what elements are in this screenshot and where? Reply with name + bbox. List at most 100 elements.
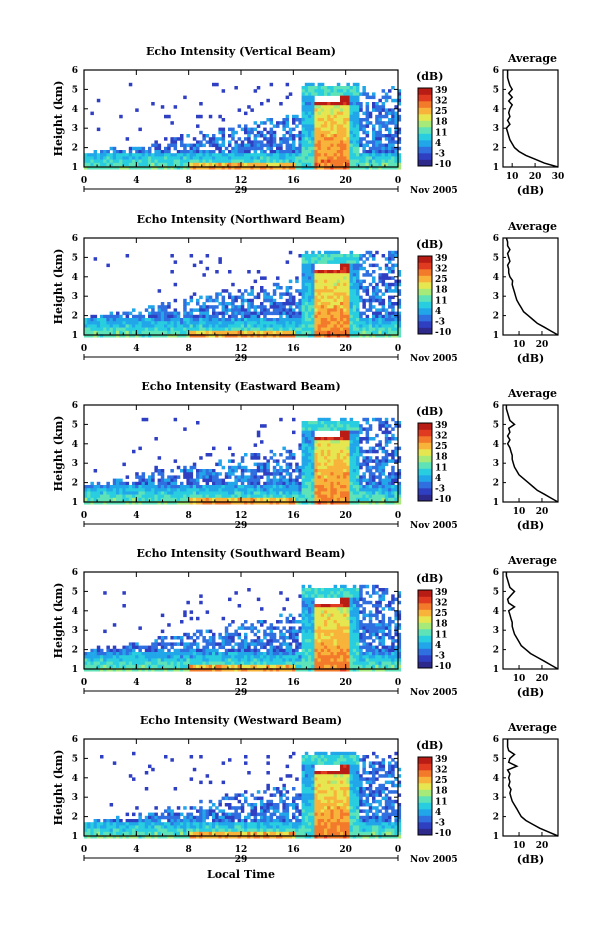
heatmap-cell <box>256 270 261 274</box>
heatmap-cell <box>362 89 366 93</box>
heatmap-cell <box>285 298 290 303</box>
heatmap-cell <box>311 111 315 116</box>
heatmap-cell <box>250 648 254 653</box>
heatmap-cell <box>295 118 299 122</box>
heatmap-cell <box>154 140 158 144</box>
heatmap-cell <box>397 327 402 332</box>
heatmap-cell <box>311 456 315 460</box>
heatmap-cell <box>154 146 158 151</box>
heatmap-cell <box>311 491 315 495</box>
heatmap-cell <box>96 330 101 335</box>
heatmap-cell <box>279 286 283 290</box>
heatmap-cell <box>282 494 286 499</box>
heatmap-cell <box>250 289 254 293</box>
heatmap-cell <box>384 475 389 479</box>
heatmap-cell <box>125 658 130 662</box>
heatmap-cell <box>244 501 248 505</box>
heatmap-cell <box>292 327 296 332</box>
heatmap-cell <box>90 494 94 499</box>
heatmap-cell <box>340 108 344 112</box>
heatmap-cell <box>157 289 162 293</box>
heatmap-cell <box>263 334 267 338</box>
heatmap-cell <box>397 108 402 112</box>
heatmap-cell <box>330 156 334 160</box>
heatmap-cell <box>340 166 344 170</box>
heatmap-cell <box>189 469 194 473</box>
heatmap-cell <box>109 156 114 160</box>
heatmap-cell <box>234 642 238 646</box>
heatmap-cell <box>330 254 334 258</box>
heatmap-cell <box>263 166 267 170</box>
heatmap-cell <box>391 257 395 261</box>
heatmap-cell <box>208 324 213 328</box>
heatmap-cell <box>346 156 350 160</box>
heatmap-cell <box>170 162 174 167</box>
heatmap-cell <box>391 494 395 499</box>
heatmap-cell <box>212 469 216 473</box>
heatmap-cell <box>324 308 328 312</box>
heatmap-cell <box>397 282 402 287</box>
heatmap-cell <box>215 292 219 296</box>
heatmap-cell <box>394 134 398 138</box>
heatmap-cell <box>173 417 178 422</box>
heatmap-cell <box>340 314 344 319</box>
heatmap-cell <box>397 311 402 316</box>
heatmap-cell <box>378 273 382 277</box>
heatmap-cell <box>384 162 389 167</box>
heatmap-cell <box>346 456 350 460</box>
heatmap-cell <box>173 166 178 170</box>
heatmap-cell <box>288 465 293 470</box>
heatmap-cell <box>288 146 293 151</box>
heatmap-cell <box>202 501 206 505</box>
heatmap-cell <box>151 330 155 335</box>
heatmap-cell <box>388 150 392 154</box>
heatmap-cell <box>359 295 363 300</box>
heatmap-cell <box>112 648 117 653</box>
heatmap-cell <box>295 491 299 495</box>
heatmap-cell <box>151 321 155 325</box>
heatmap-cell <box>170 469 174 473</box>
heatmap-cell <box>208 629 213 634</box>
heatmap-cell <box>237 305 242 309</box>
heatmap-cell <box>160 655 165 659</box>
heatmap-cell <box>221 308 226 312</box>
heatmap-cell <box>308 254 312 258</box>
heatmap-cell <box>372 146 376 151</box>
heatmap-cell <box>279 478 283 483</box>
heatmap-cell <box>180 652 184 656</box>
heatmap-cell <box>240 623 245 627</box>
heatmap-cell <box>388 260 392 264</box>
heatmap-cell <box>298 140 302 144</box>
heatmap-cell <box>301 430 306 435</box>
heatmap-cell <box>128 494 133 499</box>
heatmap-cell <box>176 485 181 489</box>
heatmap-cell <box>234 652 238 656</box>
heatmap-cell <box>231 298 235 303</box>
heatmap-cell <box>333 472 338 476</box>
heatmap-cell <box>378 105 382 109</box>
heatmap-cell <box>324 105 328 109</box>
heatmap-cell <box>208 453 213 457</box>
heatmap-cell <box>378 421 382 425</box>
heatmap-cell <box>388 140 392 144</box>
heatmap-cell <box>349 92 354 96</box>
heatmap-cell <box>314 469 318 473</box>
heatmap-cell <box>96 162 101 167</box>
heatmap-cell <box>314 437 318 441</box>
heatmap-cell <box>138 166 142 170</box>
heatmap-cell <box>180 639 184 643</box>
heatmap-cell <box>388 459 392 463</box>
heatmap-cell <box>186 658 190 662</box>
heatmap-cell <box>320 159 325 164</box>
heatmap-cell <box>240 668 245 672</box>
heatmap-cell <box>148 318 152 322</box>
heatmap-cell <box>381 276 386 280</box>
heatmap-cell <box>340 130 344 135</box>
heatmap-cell <box>87 159 91 164</box>
heatmap-cell <box>352 318 357 322</box>
heatmap-cell <box>340 295 344 300</box>
heatmap-cell <box>340 276 344 280</box>
heatmap-cell <box>244 298 248 303</box>
avg-ytick-label: 4 <box>493 105 499 115</box>
heatmap-cell <box>368 475 373 479</box>
